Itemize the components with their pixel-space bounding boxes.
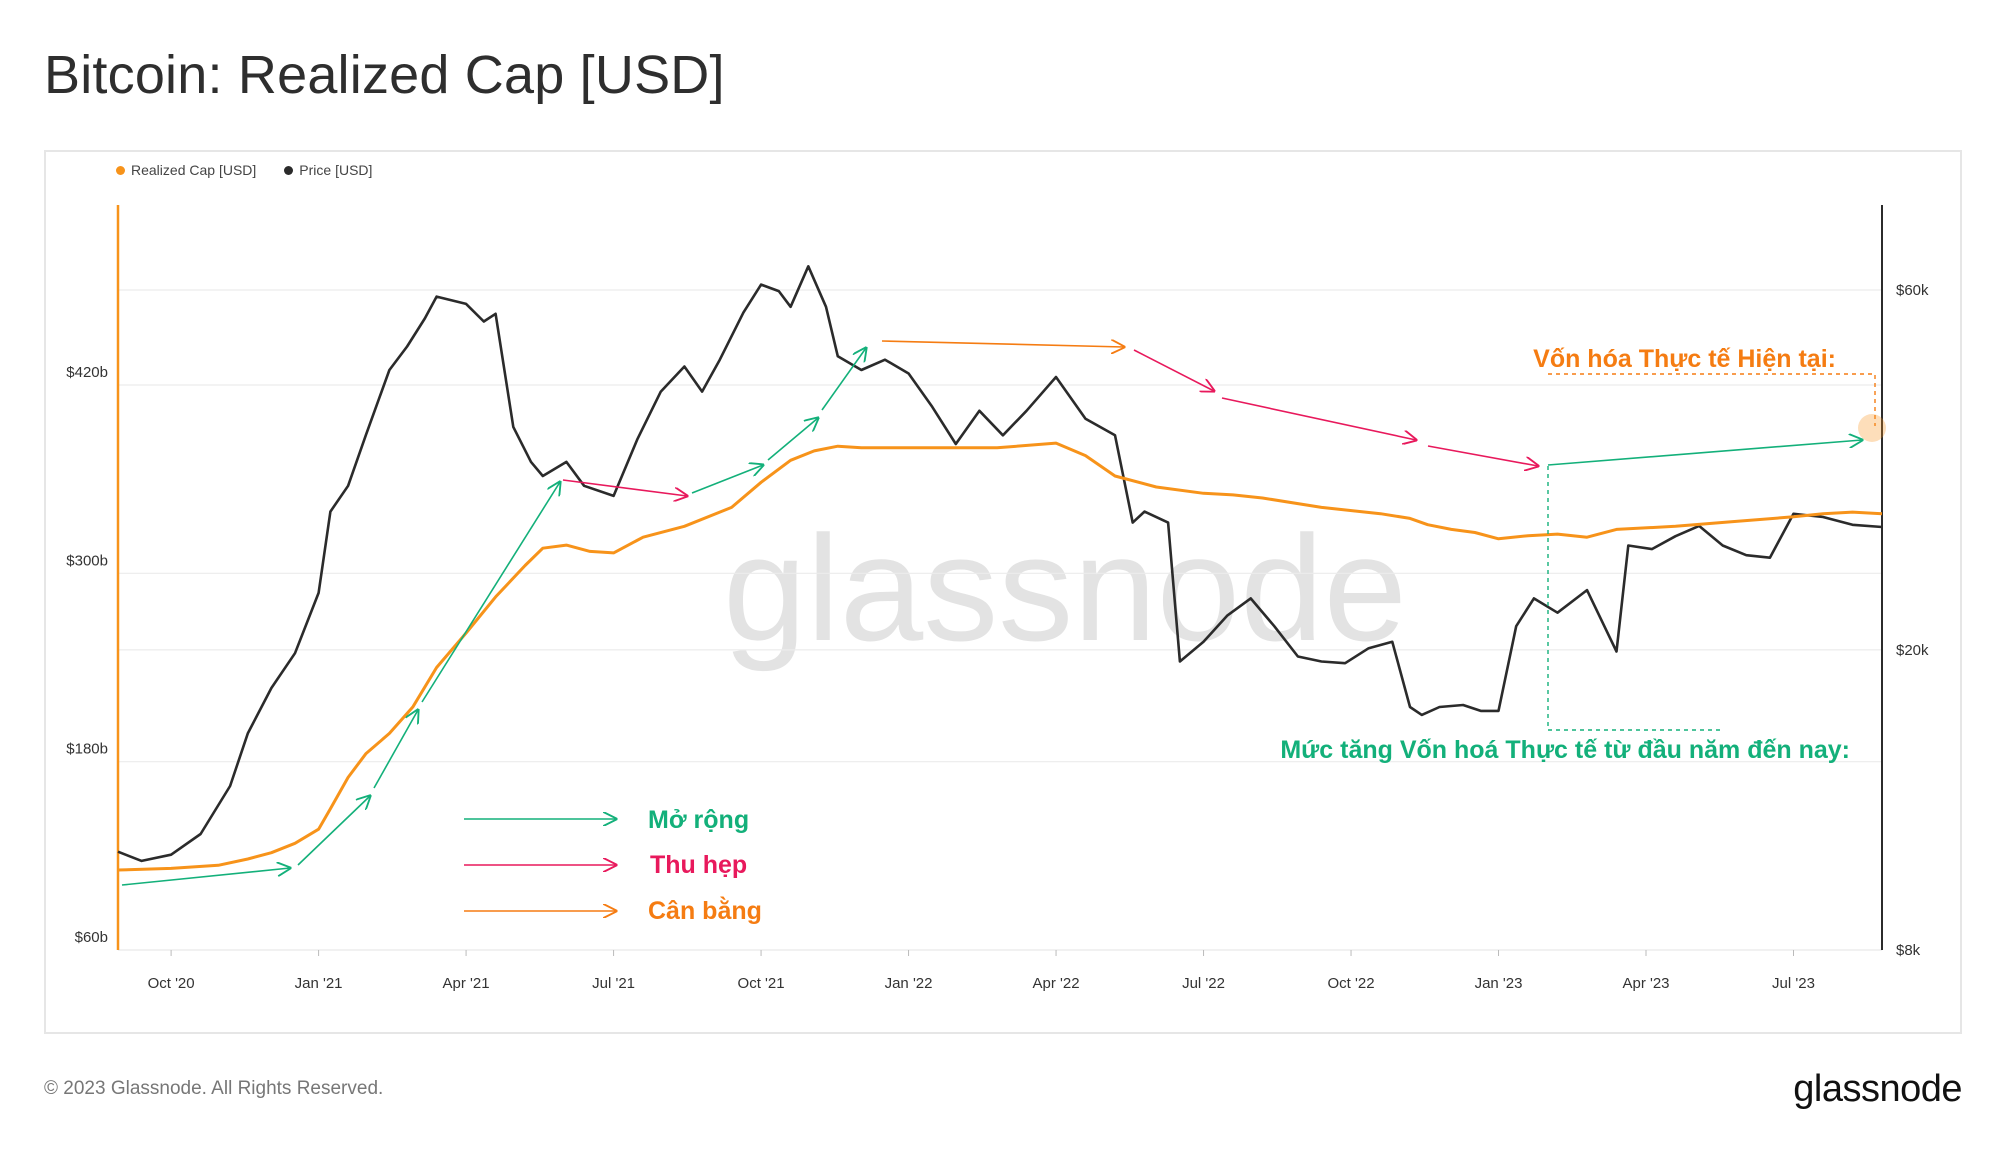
arrow-balance-1 xyxy=(881,341,1124,347)
arrow-expand-5 xyxy=(691,465,763,494)
arrow-contract-3 xyxy=(1221,397,1416,440)
current-value-marker xyxy=(1858,414,1886,442)
arrow-expand-1 xyxy=(121,868,290,886)
arrow-contract-2 xyxy=(1133,349,1214,391)
x-tick-label-4: Oct '21 xyxy=(738,975,785,992)
grid-lines xyxy=(118,289,1882,951)
page-title: Bitcoin: Realized Cap [USD] xyxy=(44,45,725,105)
right-tick-label-2: $60k xyxy=(1896,282,1929,299)
arrow-legend-expand-label: Mở rộng xyxy=(648,806,749,834)
ytd-gain-label: Mức tăng Vốn hoá Thực tế từ đầu năm đến … xyxy=(1280,736,1850,764)
x-tick-label-7: Jul '22 xyxy=(1182,975,1225,992)
arrow-expand-6 xyxy=(767,418,818,461)
x-tick-label-6: Apr '22 xyxy=(1033,975,1080,992)
price-series-line xyxy=(117,265,1883,863)
legend-item-price[interactable]: Price [USD] xyxy=(284,162,372,178)
legend-dot-realized-cap xyxy=(116,165,125,175)
left-tick-label-1: $180b xyxy=(66,741,108,758)
arrow-legend-balance-label: Cân bằng xyxy=(648,895,762,925)
right-tick-label-1: $20k xyxy=(1896,642,1929,659)
footer-copyright: © 2023 Glassnode. All Rights Reserved. xyxy=(44,1078,384,1099)
left-tick-label-2: $300b xyxy=(66,552,108,569)
arrow-expand-3 xyxy=(373,710,418,789)
arrow-legend-contract-label: Thu hẹp xyxy=(650,851,747,879)
right-tick-label-0: $8k xyxy=(1896,942,1921,959)
chart-legend: Realized Cap [USD] Price [USD] xyxy=(116,162,372,178)
current-realized-cap-label: Vốn hóa Thực tế Hiện tại: xyxy=(1533,345,1836,373)
arrow-legend: Mở rộng Thu hẹp Cân bằng xyxy=(464,806,762,925)
x-tick-label-8: Oct '22 xyxy=(1327,975,1374,992)
x-tick-label-11: Jul '23 xyxy=(1772,975,1815,992)
footer-logo[interactable]: glassnode xyxy=(1793,1068,1962,1110)
arrow-expand-4 xyxy=(421,482,560,703)
left-axis-ticks: $60b $180b $300b $420b xyxy=(66,364,108,946)
watermark: glassnode xyxy=(723,504,1407,672)
regime-arrows xyxy=(121,341,1862,886)
realized-cap-series-line xyxy=(117,441,1883,872)
legend-label-realized-cap: Realized Cap [USD] xyxy=(131,162,257,178)
x-tick-label-10: Apr '23 xyxy=(1622,975,1669,992)
x-tick-label-5: Jan '22 xyxy=(885,975,933,992)
chart-frame xyxy=(44,150,1962,1034)
x-tick-label-1: Jan '21 xyxy=(295,975,343,992)
legend-label-price: Price [USD] xyxy=(299,162,373,178)
arrow-expand-ytd xyxy=(1547,440,1862,466)
arrow-expand-7 xyxy=(821,348,866,411)
legend-item-realized-cap[interactable]: Realized Cap [USD] xyxy=(116,162,256,178)
x-tick-label-2: Apr '21 xyxy=(443,975,490,992)
right-axis-ticks: $8k $20k $60k xyxy=(1896,282,1929,959)
arrow-contract-1 xyxy=(562,479,687,496)
left-tick-label-3: $420b xyxy=(66,364,108,381)
legend-dot-price xyxy=(284,165,294,175)
ytd-bracket xyxy=(1547,466,1720,731)
x-tick-label-0: Oct '20 xyxy=(148,975,195,992)
current-bracket xyxy=(1548,373,1876,426)
left-tick-label-0: $60b xyxy=(75,929,108,946)
arrow-contract-4 xyxy=(1427,445,1538,466)
arrow-expand-2 xyxy=(297,796,370,866)
x-tick-label-3: Jul '21 xyxy=(592,975,635,992)
x-axis-ticks: Oct '20 Jan '21 Apr '21 Jul '21 Oct '21 Jan '… xyxy=(148,950,1815,992)
x-tick-label-9: Jan '23 xyxy=(1475,975,1523,992)
